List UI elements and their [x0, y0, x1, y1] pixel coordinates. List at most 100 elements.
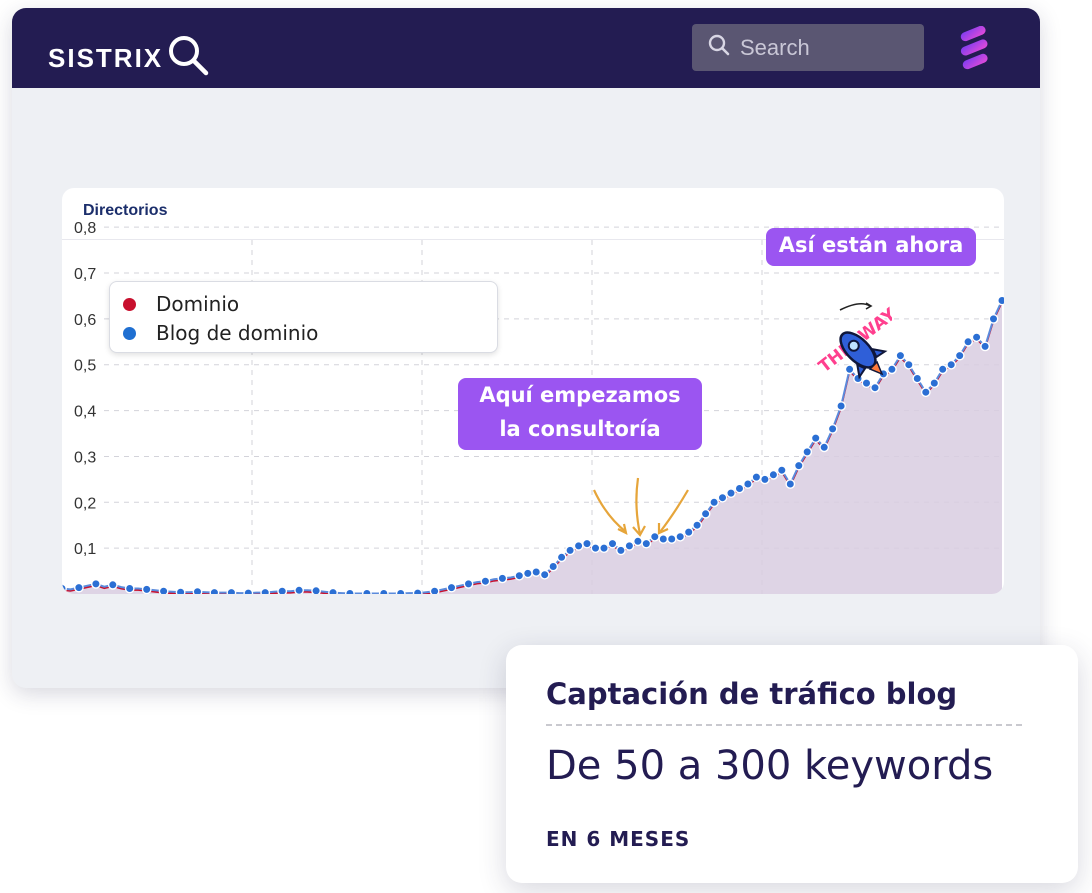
this-way-sticker: THIS WAY — [800, 298, 902, 393]
data-point-100 — [903, 359, 914, 370]
data-point-67 — [624, 540, 635, 551]
search-icon — [708, 34, 730, 61]
y-tick-label-1: 0,2 — [74, 495, 96, 512]
callout-now-text: Así están ahora — [778, 233, 964, 257]
data-point-48 — [463, 578, 474, 589]
data-point-65 — [607, 538, 618, 549]
arrow-right — [659, 489, 689, 533]
data-point-18 — [209, 587, 220, 594]
data-point-108 — [971, 332, 982, 343]
stat-subtitle: EN 6 MESES — [546, 827, 691, 851]
data-point-79 — [726, 488, 736, 498]
sistrix-logo[interactable]: SISTRIX — [48, 34, 209, 83]
data-point-46 — [446, 582, 457, 593]
data-point-92 — [836, 401, 846, 411]
data-point-81 — [743, 479, 753, 489]
logo-text: SISTRIX — [48, 43, 164, 73]
data-point-76 — [700, 508, 711, 519]
data-point-74 — [683, 527, 694, 537]
data-point-78 — [717, 492, 728, 503]
data-point-91 — [827, 423, 838, 434]
stat-value: De 50 a 300 keywords — [546, 743, 994, 789]
data-point-59 — [556, 552, 567, 563]
data-point-32 — [328, 587, 338, 594]
data-point-99 — [895, 350, 906, 361]
data-point-16 — [192, 586, 203, 594]
data-point-42 — [412, 588, 423, 594]
data-point-8 — [124, 583, 135, 594]
data-point-86 — [785, 479, 796, 489]
legend-item-blog[interactable]: Blog de dominio — [123, 321, 318, 345]
data-point-73 — [675, 531, 686, 542]
data-point-28 — [294, 585, 304, 594]
data-point-89 — [810, 433, 821, 444]
data-point-88 — [802, 446, 813, 457]
chart-title-divider — [62, 239, 1004, 240]
callout-now: Así están ahora — [766, 228, 976, 266]
data-point-106 — [954, 350, 965, 361]
legend-dot-blog — [123, 326, 136, 340]
stat-card: Captación de tráfico blog De 50 a 300 ke… — [506, 645, 1078, 883]
data-point-85 — [776, 465, 787, 476]
data-point-103 — [929, 378, 940, 389]
menu-icon[interactable] — [954, 25, 994, 75]
data-point-66 — [616, 545, 626, 556]
data-point-87 — [793, 460, 804, 471]
data-point-24 — [260, 587, 271, 594]
data-point-12 — [158, 586, 169, 594]
arrow-right-head — [657, 523, 669, 535]
y-tick-label-0: 0,1 — [74, 541, 96, 558]
data-point-69 — [641, 538, 652, 549]
data-point-105 — [946, 359, 957, 370]
callout-start-line1: Aquí empezamos — [479, 383, 681, 407]
y-tick-label-4: 0,5 — [74, 358, 96, 375]
legend-item-dominio[interactable]: Dominio — [123, 292, 239, 316]
data-point-10 — [141, 584, 152, 594]
data-point-84 — [768, 469, 779, 480]
top-navigation-bar: SISTRIX Search — [12, 8, 1040, 88]
data-point-83 — [760, 474, 770, 485]
data-point-56 — [531, 567, 542, 577]
y-tick-label-6: 0,7 — [74, 266, 96, 283]
chart-legend: Dominio Blog de dominio — [109, 281, 498, 353]
data-point-75 — [692, 520, 702, 531]
data-point-63 — [590, 543, 601, 553]
legend-label-dominio: Dominio — [156, 292, 240, 316]
search-box[interactable]: Search — [692, 24, 924, 71]
legend-label-blog: Blog de dominio — [156, 321, 319, 345]
data-point-111 — [997, 295, 1004, 306]
data-point-34 — [345, 588, 355, 594]
data-point-93 — [844, 364, 855, 375]
data-point-55 — [522, 568, 533, 579]
data-point-107 — [963, 336, 973, 347]
arrow-middle-head — [632, 525, 646, 537]
data-point-36 — [362, 588, 372, 594]
stat-title: Captación de tráfico blog — [546, 677, 958, 711]
line-chart: 0,1 0,2 0,3 0,4 0,5 0,6 0,7 0,8 — [62, 220, 1004, 594]
stat-divider — [546, 724, 1022, 726]
data-point-62 — [582, 538, 592, 549]
data-point-109 — [980, 341, 990, 352]
y-tick-label-2: 0,3 — [74, 449, 96, 466]
data-point-101 — [912, 373, 923, 384]
data-point-64 — [599, 543, 609, 553]
callout-start-line2: la consultoría — [499, 417, 661, 441]
data-point-57 — [539, 569, 550, 580]
search-placeholder: Search — [740, 34, 810, 60]
data-point-2 — [73, 582, 84, 593]
legend-dot-dominio — [123, 297, 136, 311]
data-point-44 — [429, 586, 440, 594]
data-point-96 — [870, 382, 880, 393]
data-point-60 — [565, 545, 575, 556]
y-tick-label-7: 0,8 — [74, 220, 96, 237]
data-point-6 — [107, 579, 118, 590]
arrow-left-head — [617, 523, 628, 536]
data-point-52 — [497, 573, 508, 584]
data-point-82 — [751, 472, 762, 482]
data-point-58 — [548, 561, 559, 572]
series-area — [62, 300, 1002, 594]
data-point-90 — [819, 442, 830, 453]
y-tick-label-3: 0,4 — [74, 404, 96, 421]
data-point-26 — [277, 586, 288, 594]
data-point-102 — [920, 387, 931, 398]
